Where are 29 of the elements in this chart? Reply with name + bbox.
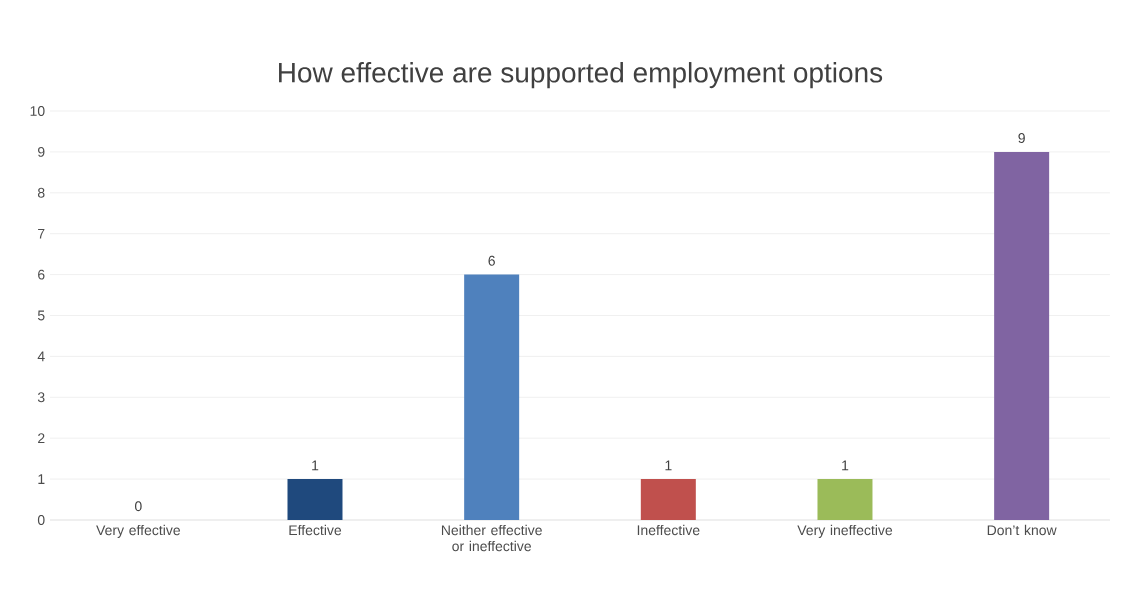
y-tick-label: 2 xyxy=(38,433,45,444)
y-tick-label: 1 xyxy=(38,474,45,484)
y-tick-label: 6 xyxy=(38,269,45,280)
y-tick-label: 5 xyxy=(37,310,45,321)
bar xyxy=(464,274,520,520)
bar xyxy=(640,479,696,520)
x-tick-label: Very effective xyxy=(96,524,181,538)
y-tick-label: 9 xyxy=(38,146,45,157)
data-label: 9 xyxy=(1018,133,1025,144)
y-tick-label: 10 xyxy=(30,106,45,116)
data-label: 1 xyxy=(312,460,319,471)
x-tick-label: Effective xyxy=(289,524,342,536)
bar xyxy=(994,151,1050,520)
x-tick-label: Don’t know xyxy=(987,524,1057,536)
y-tick-label: 0 xyxy=(37,515,45,525)
y-tick-label: 8 xyxy=(37,187,45,198)
data-label: 0 xyxy=(134,501,142,512)
data-label: 1 xyxy=(665,460,672,471)
data-label: 6 xyxy=(488,255,495,266)
x-tick-label: Very ineffective xyxy=(797,524,893,538)
x-tick-label: Ineffective xyxy=(637,524,700,536)
y-tick-label: 7 xyxy=(38,228,45,239)
y-tick-label: 3 xyxy=(37,392,45,403)
bar xyxy=(817,479,873,520)
data-label: 1 xyxy=(842,460,849,471)
chart-title: How effective are supported employment options xyxy=(279,62,883,89)
bar xyxy=(287,479,343,520)
y-tick-label: 4 xyxy=(37,351,45,362)
x-tick-label: Neither effective or ineffective xyxy=(441,524,542,552)
